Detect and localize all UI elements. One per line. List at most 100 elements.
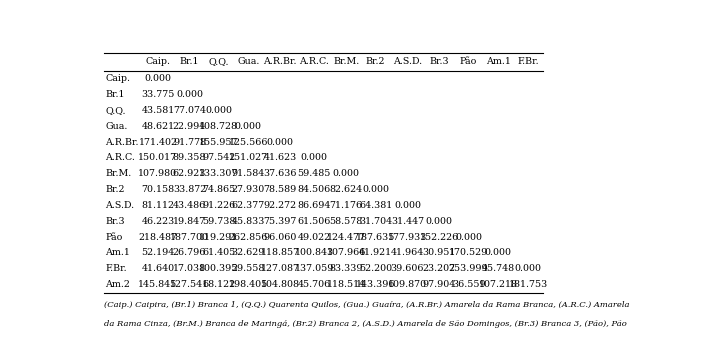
Text: 253.999: 253.999 (449, 264, 489, 273)
Text: 52.200: 52.200 (359, 264, 392, 273)
Text: 36.559: 36.559 (452, 280, 485, 289)
Text: 33.775: 33.775 (141, 90, 175, 99)
Text: da Rama Cinza, (Br.M.) Branca de Maringá, (Br.2) Branca 2, (A.S.D.) Amarela de S: da Rama Cinza, (Br.M.) Branca de Maringá… (104, 320, 627, 328)
Text: 30.951: 30.951 (423, 248, 456, 258)
Text: 32.629: 32.629 (232, 248, 265, 258)
Text: A.S.D.: A.S.D. (393, 57, 422, 66)
Text: 64.381: 64.381 (359, 201, 392, 210)
Text: (Caip.) Caipira, (Br.1) Branca 1, (Q.Q.) Quarenta Quilos, (Gua.) Guaíra, (A.R.Br: (Caip.) Caipira, (Br.1) Branca 1, (Q.Q.)… (104, 300, 630, 308)
Text: 74.865: 74.865 (202, 185, 235, 194)
Text: 187.700: 187.700 (170, 233, 209, 241)
Text: Am.1: Am.1 (105, 248, 130, 258)
Text: Caip.: Caip. (105, 74, 130, 83)
Text: 109.870: 109.870 (388, 280, 427, 289)
Text: 39.606: 39.606 (390, 264, 424, 273)
Text: Br.M.: Br.M. (333, 57, 359, 66)
Text: 41.623: 41.623 (263, 153, 297, 162)
Text: 92.272: 92.272 (263, 201, 297, 210)
Text: 84.506: 84.506 (298, 185, 331, 194)
Text: 0.000: 0.000 (425, 217, 453, 226)
Text: 143.396: 143.396 (356, 280, 395, 289)
Text: 125.566: 125.566 (228, 138, 268, 146)
Text: 52.194: 52.194 (141, 248, 175, 258)
Text: 262.856: 262.856 (229, 233, 268, 241)
Text: 86.694: 86.694 (298, 201, 331, 210)
Text: 97.904: 97.904 (423, 280, 456, 289)
Text: 59.738: 59.738 (202, 217, 236, 226)
Text: 91.226: 91.226 (202, 201, 235, 210)
Text: Q.Q.: Q.Q. (105, 106, 126, 115)
Text: 107.980: 107.980 (138, 169, 178, 178)
Text: 49.022: 49.022 (298, 233, 331, 241)
Text: 23.207: 23.207 (423, 264, 456, 273)
Text: 118.857: 118.857 (260, 248, 300, 258)
Text: 22.994: 22.994 (173, 122, 206, 131)
Text: A.S.D.: A.S.D. (105, 201, 134, 210)
Text: 0.000: 0.000 (301, 153, 328, 162)
Text: 70.158: 70.158 (141, 185, 175, 194)
Text: 46.223: 46.223 (141, 217, 175, 226)
Text: 43.581: 43.581 (141, 106, 175, 115)
Text: 45.706: 45.706 (298, 280, 331, 289)
Text: 19.847: 19.847 (173, 217, 206, 226)
Text: 78.589: 78.589 (263, 185, 297, 194)
Text: 145.845: 145.845 (138, 280, 178, 289)
Text: 0.000: 0.000 (455, 233, 482, 241)
Text: A.R.Br.: A.R.Br. (263, 57, 297, 66)
Text: Br.1: Br.1 (180, 57, 199, 66)
Text: 48.621: 48.621 (141, 122, 175, 131)
Text: F.Br.: F.Br. (517, 57, 539, 66)
Text: 71.176: 71.176 (330, 201, 363, 210)
Text: 118.514: 118.514 (326, 280, 366, 289)
Text: 96.060: 96.060 (263, 233, 297, 241)
Text: 61.506: 61.506 (298, 217, 331, 226)
Text: 61.405: 61.405 (202, 248, 235, 258)
Text: Am.2: Am.2 (105, 280, 130, 289)
Text: 45.833: 45.833 (232, 217, 265, 226)
Text: 97.542: 97.542 (202, 153, 235, 162)
Text: Br.M.: Br.M. (105, 169, 131, 178)
Text: 137.059: 137.059 (295, 264, 334, 273)
Text: 41.921: 41.921 (359, 248, 392, 258)
Text: 33.872: 33.872 (173, 185, 206, 194)
Text: 31.447: 31.447 (391, 217, 424, 226)
Text: 31.704: 31.704 (359, 217, 392, 226)
Text: 75.397: 75.397 (263, 217, 297, 226)
Text: F.Br.: F.Br. (105, 264, 127, 273)
Text: 170.529: 170.529 (449, 248, 488, 258)
Text: 59.485: 59.485 (298, 169, 331, 178)
Text: 62.377: 62.377 (232, 201, 265, 210)
Text: 68.122: 68.122 (202, 280, 235, 289)
Text: 150.017: 150.017 (138, 153, 178, 162)
Text: 177.933: 177.933 (388, 233, 427, 241)
Text: 181.753: 181.753 (508, 280, 548, 289)
Text: A.R.Br.: A.R.Br. (105, 138, 139, 146)
Text: Pão: Pão (460, 57, 477, 66)
Text: 91.584: 91.584 (232, 169, 265, 178)
Text: 108.728: 108.728 (199, 122, 239, 131)
Text: 171.402: 171.402 (138, 138, 178, 146)
Text: 0.000: 0.000 (485, 248, 512, 258)
Text: 0.000: 0.000 (515, 264, 542, 273)
Text: 124.477: 124.477 (326, 233, 366, 241)
Text: 0.000: 0.000 (333, 169, 359, 178)
Text: 152.226: 152.226 (420, 233, 459, 241)
Text: 29.558: 29.558 (232, 264, 265, 273)
Text: 218.487: 218.487 (138, 233, 178, 241)
Text: 107.966: 107.966 (326, 248, 366, 258)
Text: 91.778: 91.778 (173, 138, 206, 146)
Text: Br.2: Br.2 (366, 57, 385, 66)
Text: 45.748: 45.748 (482, 264, 515, 273)
Text: 127.087: 127.087 (260, 264, 300, 273)
Text: Br.1: Br.1 (105, 90, 125, 99)
Text: 43.486: 43.486 (173, 201, 206, 210)
Text: 0.000: 0.000 (206, 106, 232, 115)
Text: 107.218: 107.218 (479, 280, 518, 289)
Text: 41.964: 41.964 (391, 248, 424, 258)
Text: 0.000: 0.000 (145, 74, 171, 83)
Text: 0.000: 0.000 (267, 138, 293, 146)
Text: 133.307: 133.307 (199, 169, 239, 178)
Text: Gua.: Gua. (105, 122, 128, 131)
Text: Pão: Pão (105, 233, 123, 241)
Text: Q.Q.: Q.Q. (208, 57, 229, 66)
